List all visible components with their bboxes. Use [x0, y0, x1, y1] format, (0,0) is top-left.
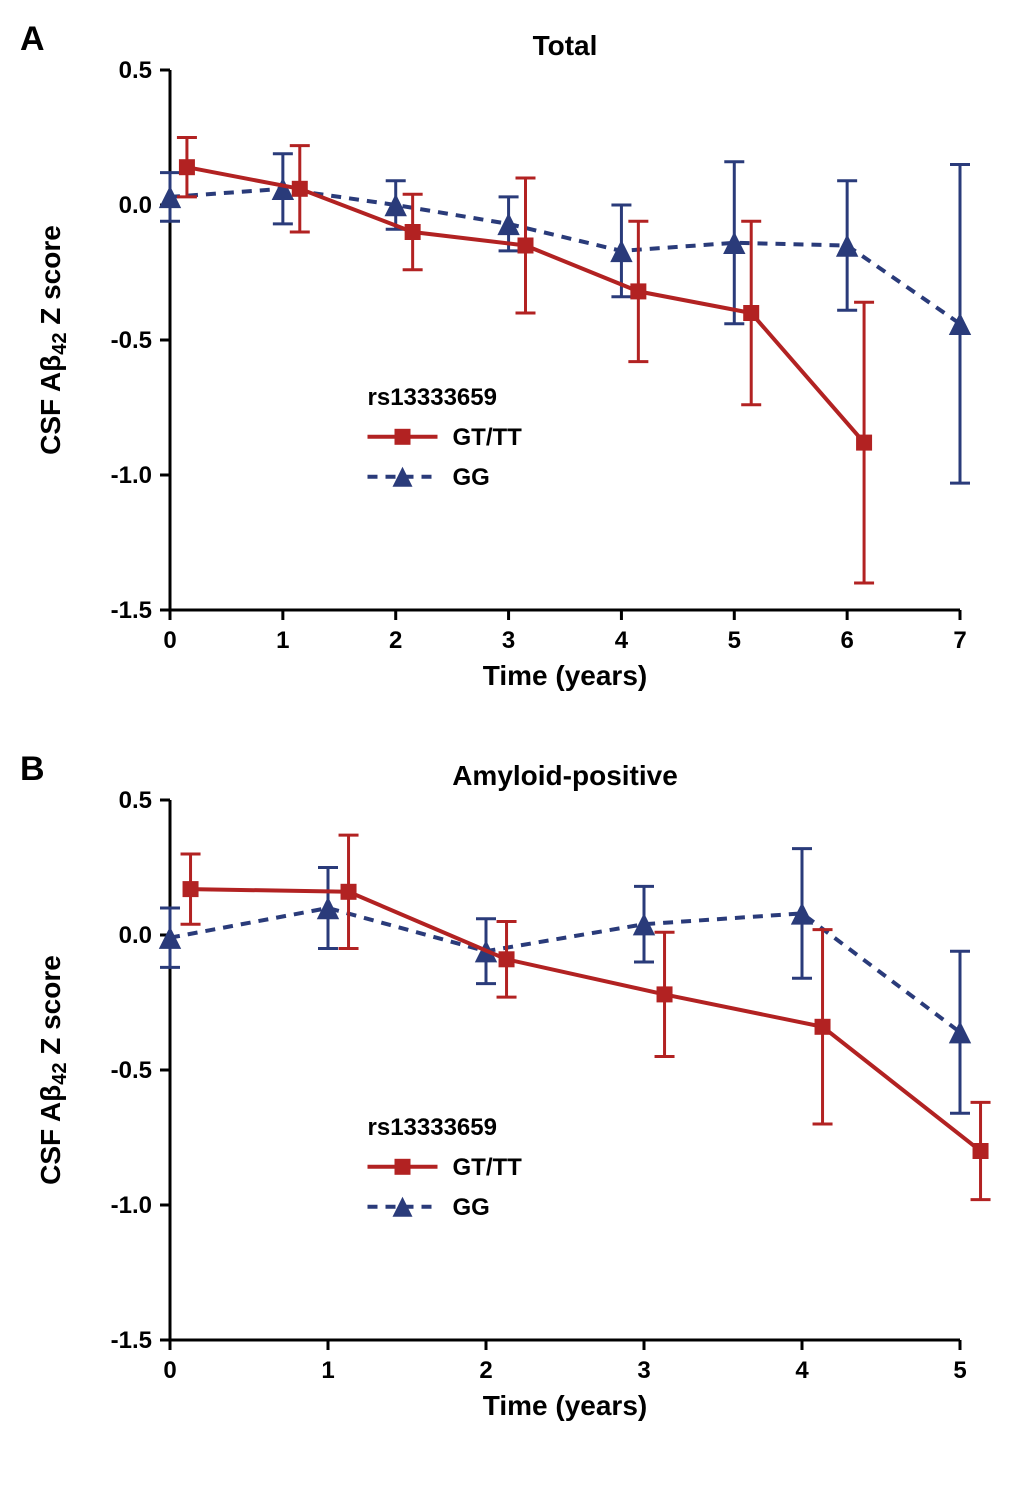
xtick-label: 5	[728, 627, 741, 654]
panel-a-label: A	[20, 20, 45, 59]
gg-series-line	[170, 908, 960, 1032]
legend-gg-label: GG	[453, 1194, 490, 1221]
ytick-label: 0.5	[119, 787, 152, 814]
xtick-label: 1	[321, 1357, 334, 1384]
square-marker	[341, 884, 357, 900]
legend-gt-marker	[395, 429, 411, 445]
legend-gg-label: GG	[453, 464, 490, 491]
ytick-label: 0.0	[119, 922, 152, 949]
square-marker	[743, 305, 759, 321]
legend-title: rs13333659	[368, 384, 497, 411]
ytick-label: -0.5	[111, 1057, 152, 1084]
square-marker	[179, 159, 195, 175]
figure: A 0 1 2 3 4 5 6 7 -1.5 -1.0 -0.5 0.0 0.5 Time (years)…	[20, 20, 1000, 1440]
ytick-label: -0.5	[111, 327, 152, 354]
square-marker	[630, 283, 646, 299]
ytick-label: -1.0	[111, 1192, 152, 1219]
ytick-label: 0.0	[119, 192, 152, 219]
y-axis-label: CSF Aβ42 Z score	[35, 225, 71, 455]
square-marker	[518, 238, 534, 254]
legend-gt-label: GT/TT	[453, 424, 523, 451]
square-marker	[815, 1019, 831, 1035]
xtick-label: 3	[502, 627, 515, 654]
square-marker	[657, 986, 673, 1002]
square-marker	[856, 435, 872, 451]
panel-b-label: B	[20, 750, 45, 789]
xtick-label: 6	[840, 627, 853, 654]
xtick-label: 1	[276, 627, 289, 654]
square-marker	[973, 1143, 989, 1159]
square-marker	[405, 224, 421, 240]
x-axis-label: Time (years)	[483, 1390, 647, 1421]
xtick-label: 5	[953, 1357, 966, 1384]
ytick-label: 0.5	[119, 57, 152, 84]
xtick-label: 3	[637, 1357, 650, 1384]
legend-gt-marker	[395, 1159, 411, 1175]
xtick-label: 0	[163, 1357, 176, 1384]
chart-b: 0 1 2 3 4 5 -1.5 -1.0 -0.5 0.0 0.5 Time (years) CSF …	[20, 750, 1000, 1440]
xtick-label: 4	[795, 1357, 809, 1384]
y-axis-label: CSF Aβ42 Z score	[35, 955, 71, 1185]
xtick-label: 2	[479, 1357, 492, 1384]
ytick-label: -1.0	[111, 462, 152, 489]
chart-title: Amyloid-positive	[452, 760, 678, 791]
xtick-label: 7	[953, 627, 966, 654]
x-axis-label: Time (years)	[483, 660, 647, 691]
ytick-label: -1.5	[111, 1327, 152, 1354]
gt-series-line	[191, 889, 981, 1151]
square-marker	[183, 881, 199, 897]
legend-gt-label: GT/TT	[453, 1154, 523, 1181]
panel-a: A 0 1 2 3 4 5 6 7 -1.5 -1.0 -0.5 0.0 0.5 Time (years)…	[20, 20, 1000, 710]
square-marker	[292, 181, 308, 197]
xtick-label: 2	[389, 627, 402, 654]
square-marker	[499, 951, 515, 967]
legend-title: rs13333659	[368, 1114, 497, 1141]
panel-b: B 0 1 2 3 4 5 -1.5 -1.0 -0.5 0.0 0.5 Time (years) CS…	[20, 750, 1000, 1440]
ytick-label: -1.5	[111, 597, 152, 624]
xtick-label: 4	[615, 627, 629, 654]
xtick-label: 0	[163, 627, 176, 654]
chart-title: Total	[533, 30, 598, 61]
chart-a: 0 1 2 3 4 5 6 7 -1.5 -1.0 -0.5 0.0 0.5 Time (years) CS…	[20, 20, 1000, 710]
